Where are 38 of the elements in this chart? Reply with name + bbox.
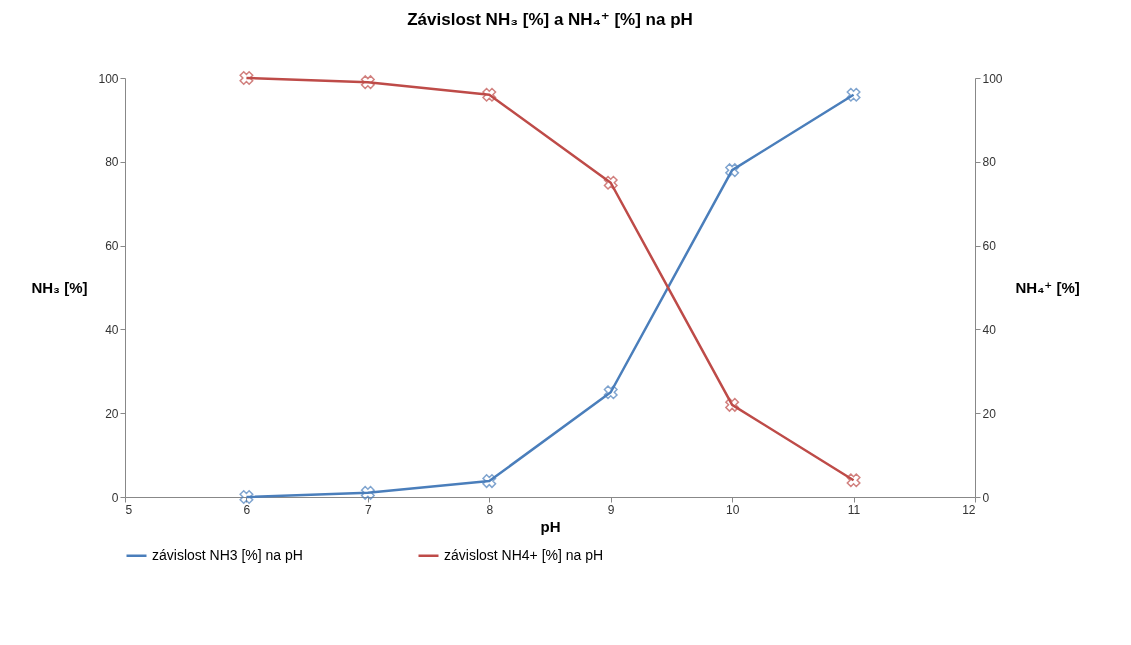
y2-tick-label: 20 bbox=[982, 406, 997, 421]
point bbox=[360, 75, 375, 90]
y2-tick-label: 0 bbox=[982, 490, 990, 505]
x-tick-label: 10 bbox=[725, 502, 740, 517]
y2-tick-label: 80 bbox=[982, 155, 997, 170]
y-tick-label: 100 bbox=[98, 71, 119, 86]
y-tick-label: 40 bbox=[105, 322, 119, 337]
point bbox=[725, 163, 740, 178]
point bbox=[482, 87, 497, 102]
y-tick-label: 0 bbox=[111, 490, 119, 505]
x-tick-label: 11 bbox=[847, 502, 861, 517]
point bbox=[482, 474, 497, 489]
y-tick-label: 20 bbox=[105, 406, 119, 421]
x-tick-label: 7 bbox=[365, 502, 373, 517]
legend-label: závislost NH3 [%] na pH bbox=[152, 546, 303, 563]
point bbox=[725, 397, 740, 412]
y-tick-label: 60 bbox=[105, 239, 119, 254]
x-tick-label: 8 bbox=[486, 502, 494, 517]
point bbox=[360, 485, 375, 500]
point bbox=[846, 87, 861, 102]
y2-tick-label: 60 bbox=[982, 239, 997, 254]
y2-tick-label: 100 bbox=[982, 71, 1003, 86]
y-tick-label: 80 bbox=[105, 155, 119, 170]
x-tick-label: 9 bbox=[607, 502, 615, 517]
x-tick-label: 12 bbox=[962, 502, 976, 517]
y-axis-title: NH₃ [%] bbox=[31, 279, 88, 296]
x-axis-title: pH bbox=[540, 517, 561, 535]
chart-title: Závislost NH₃ [%] a NH₄⁺ [%] na pH bbox=[407, 9, 693, 29]
x-tick-label: 5 bbox=[125, 502, 133, 517]
y2-axis-title: NH₄⁺ [%] bbox=[1015, 279, 1080, 296]
legend-label: závislost NH4+ [%] na pH bbox=[444, 546, 604, 563]
y2-tick-label: 40 bbox=[982, 322, 997, 337]
point bbox=[603, 175, 618, 190]
point bbox=[239, 70, 254, 86]
point bbox=[846, 473, 861, 488]
point bbox=[239, 489, 254, 505]
x-tick-label: 6 bbox=[243, 502, 251, 517]
point bbox=[603, 385, 618, 400]
